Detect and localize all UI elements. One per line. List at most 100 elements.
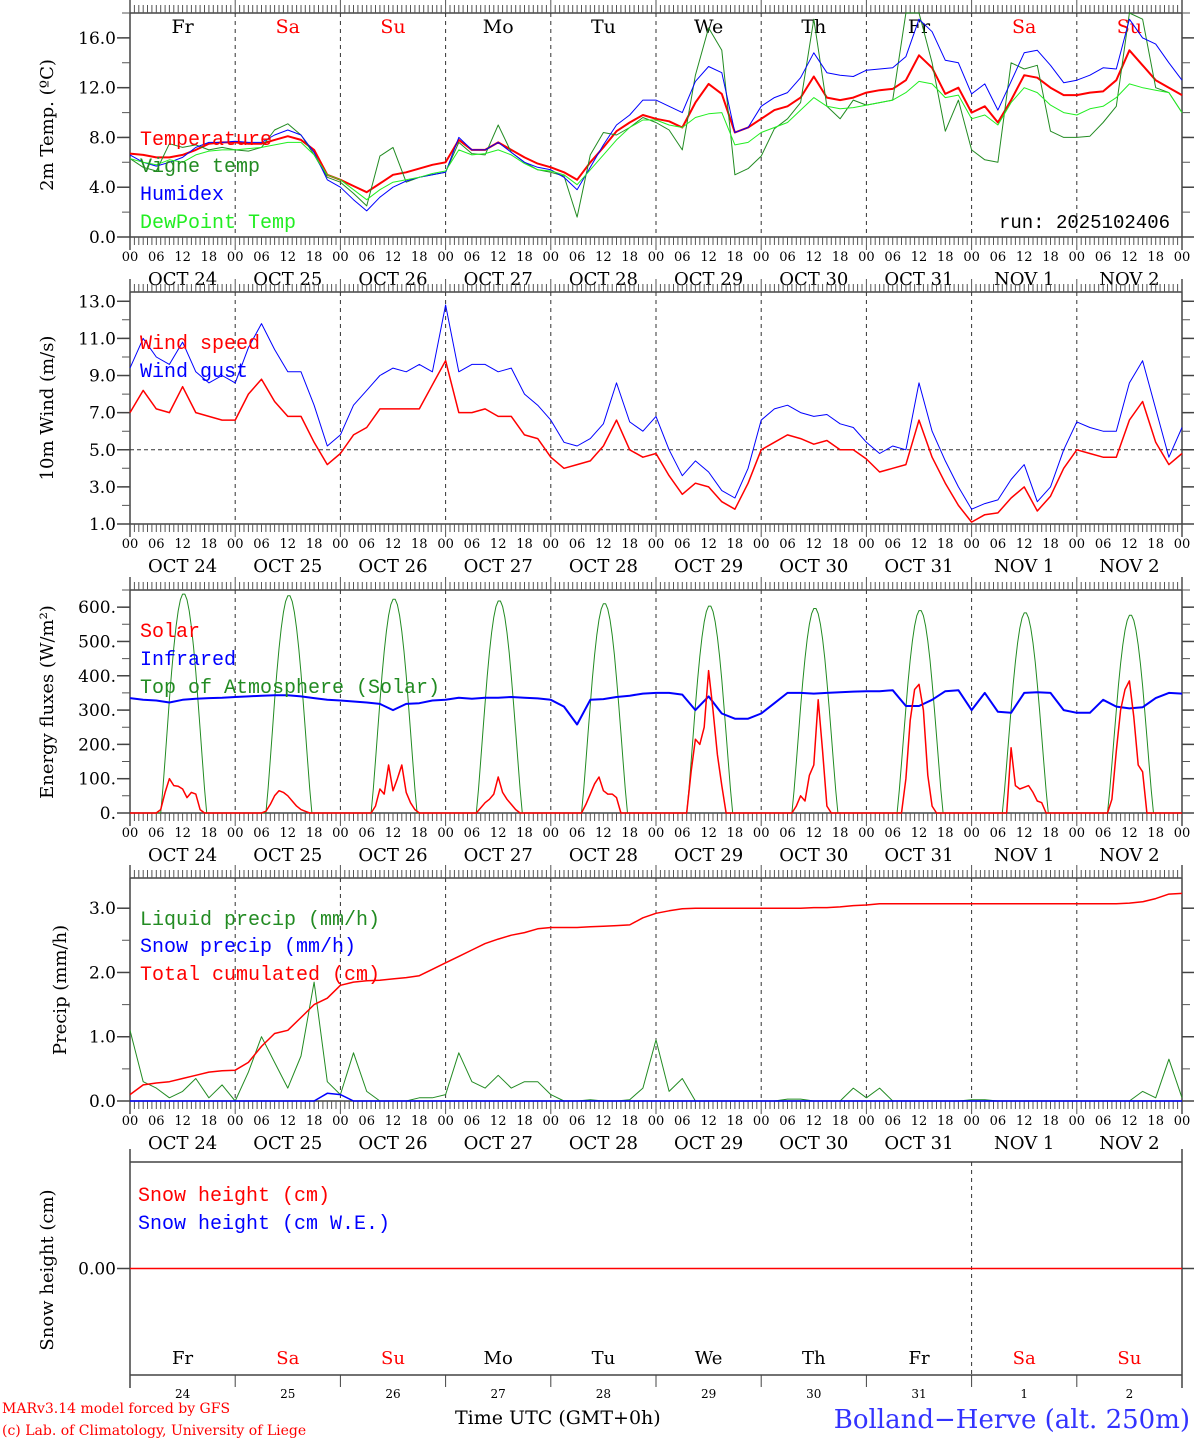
weekday-label: We (695, 1348, 723, 1369)
hour-tick-label: 18 (306, 826, 323, 841)
hour-tick-label: 00 (437, 537, 454, 552)
hour-tick-label: 00 (332, 250, 349, 265)
ylabel-temp: 2m Temp. (ºC) (37, 59, 58, 191)
weekday-label: Tu (591, 16, 616, 38)
temp-legend: Temperature Vigne temp Humidex DewPoint … (140, 129, 296, 235)
hour-tick-label: 06 (253, 826, 270, 841)
hour-tick-label: 06 (884, 537, 901, 552)
hour-tick-label: 18 (201, 1114, 218, 1129)
hour-tick-label: 18 (621, 1114, 638, 1129)
hour-tick-label: 00 (227, 250, 244, 265)
hour-tick-label: 06 (569, 250, 586, 265)
weekday-label: Tu (592, 1348, 616, 1369)
date-label: OCT 26 (358, 556, 427, 577)
weekday-label: Su (381, 1348, 405, 1369)
hour-tick-label: 12 (700, 826, 717, 841)
hour-tick-label: 18 (201, 537, 218, 552)
date-label: OCT 30 (779, 1133, 848, 1154)
y-tick-label: 8.0 (89, 128, 116, 148)
hour-tick-label: 18 (411, 250, 428, 265)
day-number-label: 31 (911, 1387, 926, 1401)
weekday-label: Th (801, 16, 826, 38)
hour-tick-label: 06 (148, 250, 165, 265)
hour-tick-label: 12 (806, 250, 823, 265)
hour-tick-label: 18 (621, 537, 638, 552)
hour-tick-label: 06 (990, 826, 1007, 841)
hour-tick-label: 00 (1069, 826, 1086, 841)
date-label: OCT 28 (569, 556, 638, 577)
hour-tick-label: 00 (543, 1114, 560, 1129)
y-tick-label: 100. (78, 770, 116, 790)
hour-tick-label: 06 (674, 826, 691, 841)
hour-tick-label: 00 (1069, 1114, 1086, 1129)
hour-tick-label: 00 (332, 537, 349, 552)
hour-tick-label: 12 (911, 826, 928, 841)
hour-tick-label: 18 (727, 250, 744, 265)
date-label: OCT 26 (358, 1133, 427, 1154)
hour-ticks (129, 865, 1183, 1114)
y-tick-label: 500. (78, 632, 116, 652)
hour-tick-label: 18 (1042, 250, 1059, 265)
hour-tick-label: 18 (306, 250, 323, 265)
hour-tick-label: 12 (700, 537, 717, 552)
panel-2-series (129, 593, 1183, 814)
hour-tick-label: 00 (227, 537, 244, 552)
weekday-label: We (694, 16, 723, 38)
panel-1-axes: 1.0 3.0 5.0 7.0 9.0 11.0 13.0 00 06 12 18 OCT 24 00 0… (78, 279, 1194, 577)
legend-snow-precip: Snow precip (mm/h) (140, 936, 356, 959)
hour-tick-label: 18 (832, 826, 849, 841)
hour-tick-label: 12 (280, 826, 297, 841)
hour-ticks (129, 0, 1183, 250)
ylabel-snow: Snow height (cm) (37, 1189, 58, 1350)
hour-tick-label: 18 (306, 1114, 323, 1129)
date-label: OCT 30 (779, 845, 848, 866)
hour-tick-label: 18 (411, 1114, 428, 1129)
date-label: OCT 30 (779, 556, 848, 577)
legend-liquid-precip: Liquid precip (mm/h) (140, 909, 380, 932)
hour-tick-label: 12 (490, 537, 507, 552)
day-number-label: 25 (280, 1387, 295, 1401)
hour-tick-label: 06 (464, 250, 481, 265)
hour-tick-label: 18 (727, 537, 744, 552)
hour-tick-label: 18 (937, 537, 954, 552)
hour-tick-label: 18 (937, 826, 954, 841)
hour-tick-label: 18 (621, 250, 638, 265)
hour-tick-label: 12 (1016, 537, 1033, 552)
date-label: OCT 31 (884, 556, 953, 577)
wind-legend: Wind speed Wind gust (140, 333, 260, 384)
hour-tick-label: 06 (779, 1114, 796, 1129)
weekday-label: Su (380, 16, 405, 38)
hour-tick-label: 06 (884, 826, 901, 841)
hour-tick-label: 06 (253, 250, 270, 265)
series-wind-gust (129, 304, 1183, 510)
day-number-label: 30 (806, 1387, 821, 1401)
hour-tick-label: 12 (490, 250, 507, 265)
hour-tick-label: 12 (1121, 537, 1138, 552)
hour-tick-label: 06 (779, 826, 796, 841)
hour-tick-label: 18 (937, 1114, 954, 1129)
y-tick-label: 9.0 (89, 367, 116, 387)
hour-tick-label: 12 (595, 537, 612, 552)
legend-vigne-temp: Vigne temp (140, 156, 260, 179)
hour-tick-label: 18 (1042, 1114, 1059, 1129)
date-label: OCT 26 (358, 845, 427, 866)
weekday-label: Fr (908, 16, 931, 38)
legend-total-cumulated: Total cumulated (cm) (140, 964, 380, 987)
hour-tick-label: 00 (1069, 250, 1086, 265)
day-number-label: 26 (385, 1387, 400, 1401)
y-tick-label: 600. (78, 598, 116, 618)
marks-layer (129, 12, 1183, 1270)
date-label: OCT 24 (148, 845, 217, 866)
hour-tick-label: 06 (779, 250, 796, 265)
hour-tick-label: 00 (858, 1114, 875, 1129)
hour-tick-label: 00 (753, 1114, 770, 1129)
hour-tick-label: 06 (990, 1114, 1007, 1129)
hour-tick-label: 00 (753, 537, 770, 552)
hour-tick-label: 12 (174, 250, 191, 265)
hour-tick-label: 06 (1095, 537, 1112, 552)
hour-tick-label: 06 (884, 250, 901, 265)
hour-tick-label: 06 (884, 1114, 901, 1129)
hour-tick-label: 12 (1016, 1114, 1033, 1129)
date-label: NOV 2 (1099, 845, 1159, 866)
